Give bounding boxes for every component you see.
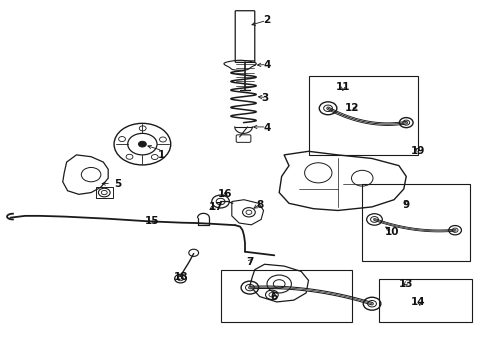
Text: 3: 3 [261,93,268,103]
Text: 14: 14 [411,297,426,307]
Text: 2: 2 [263,15,270,26]
Text: 9: 9 [403,200,410,210]
Text: 8: 8 [256,200,263,210]
Text: 13: 13 [399,279,414,289]
Text: 4: 4 [263,60,270,70]
Bar [96,187,113,198]
Text: 7: 7 [246,257,253,267]
Text: 15: 15 [145,216,159,226]
Text: 12: 12 [345,103,360,113]
Bar [220,270,352,321]
Bar [379,279,472,321]
Circle shape [139,141,147,147]
Text: 6: 6 [270,292,278,302]
Text: 16: 16 [218,189,233,199]
Bar [362,184,470,261]
Text: 1: 1 [158,150,166,160]
Text: 5: 5 [114,179,122,189]
Text: 11: 11 [336,82,350,92]
Text: 19: 19 [411,146,426,156]
Text: 10: 10 [384,227,399,237]
Text: 4: 4 [263,123,270,133]
Text: 17: 17 [208,202,223,212]
Bar [309,76,418,155]
Text: 18: 18 [174,272,189,282]
